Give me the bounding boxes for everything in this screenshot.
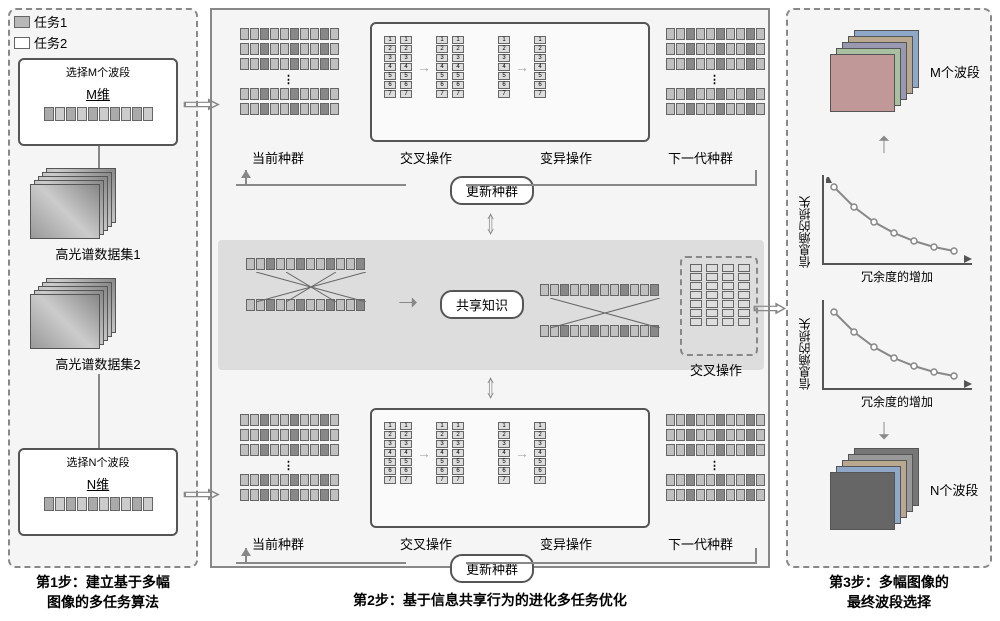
chart-bot [822,300,972,390]
crossover-label-share: 交叉操作 [690,360,742,379]
chart-top [822,175,972,265]
arrow-updown-icon: ⇔ [478,370,506,406]
output-m-label: M个波段 [930,62,980,81]
output-m-stack [830,30,930,110]
dim-m-label: M维 [24,84,172,103]
arrow-right-icon: ⇨ [182,480,222,509]
chromosome-n [24,497,172,511]
legend-swatch-task1 [14,16,30,28]
dataset1-label: 高光谱数据集1 [38,244,158,263]
legend-label-task1: 任务1 [34,12,67,31]
select-n-title: 选择N个波段 [24,454,172,470]
share-knowledge-button: 共享知识 [440,290,524,319]
arrow-down-icon: ➝ [870,420,899,440]
mutation-label: 变异操作 [540,148,592,167]
step2-label: 第2步：基于信息共享行为的进化多任务优化 [210,590,770,610]
dim-n-label: N维 [24,474,172,493]
arrow-updown-icon: ⇔ [478,206,506,242]
output-n-stack [830,448,930,528]
chromosome-m [24,107,172,121]
legend: 任务1 任务2 [14,12,67,54]
next-pop-top: ⋮ [666,28,765,118]
dataset1-stack [30,168,120,238]
output-n-label: N个波段 [930,480,978,499]
legend-swatch-task2 [14,37,30,49]
share-result-box [680,256,758,356]
next-pop-label: 下一代种群 [668,148,733,167]
chart-x-label-bot: 冗余度的增加 [822,393,972,410]
dataset2-stack [30,278,120,348]
select-m-box: 选择M个波段 M维 [18,58,178,146]
select-n-box: 选择N个波段 N维 [18,448,178,536]
step1-label: 第1步：建立基于多幅 图像的多任务算法 [8,572,198,612]
chart-y-label-bot: 信息熵的损失 [796,300,813,390]
crossover-label: 交叉操作 [400,148,452,167]
legend-label-task2: 任务2 [34,33,67,52]
feedback-arrow-top [236,170,766,200]
arrow-right-icon: ⇨ [752,294,788,323]
connector [98,374,100,448]
dataset2-label: 高光谱数据集2 [38,354,158,373]
step3-label: 第3步：多幅图像的 最终波段选择 [786,572,992,612]
arrow-right-icon: ⇨ [182,90,222,119]
crossover-viz-bot: 1234567 1234567 → 1234567 1234567 123456… [382,422,548,484]
select-m-title: 选择M个波段 [24,64,172,80]
next-pop-bot: ⋮ [666,414,765,504]
chart-x-label-top: 冗余度的增加 [822,268,972,285]
chart-y-label-top: 信息熵的损失 [796,178,813,268]
arrow-right-icon: ➝ [398,288,418,317]
crossover-viz-top: 1234567 1234567 → 1234567 1234567 123456… [382,36,548,98]
crossover-x-lines [540,298,672,328]
feedback-arrow-bot [236,548,766,578]
arrow-up-icon: ➝ [870,134,899,154]
current-pop-label: 当前种群 [252,148,304,167]
crossover-x-lines [246,272,378,302]
current-pop-bot: ⋮ [240,414,339,504]
connector [98,146,100,168]
current-pop-top: ⋮ [240,28,339,118]
